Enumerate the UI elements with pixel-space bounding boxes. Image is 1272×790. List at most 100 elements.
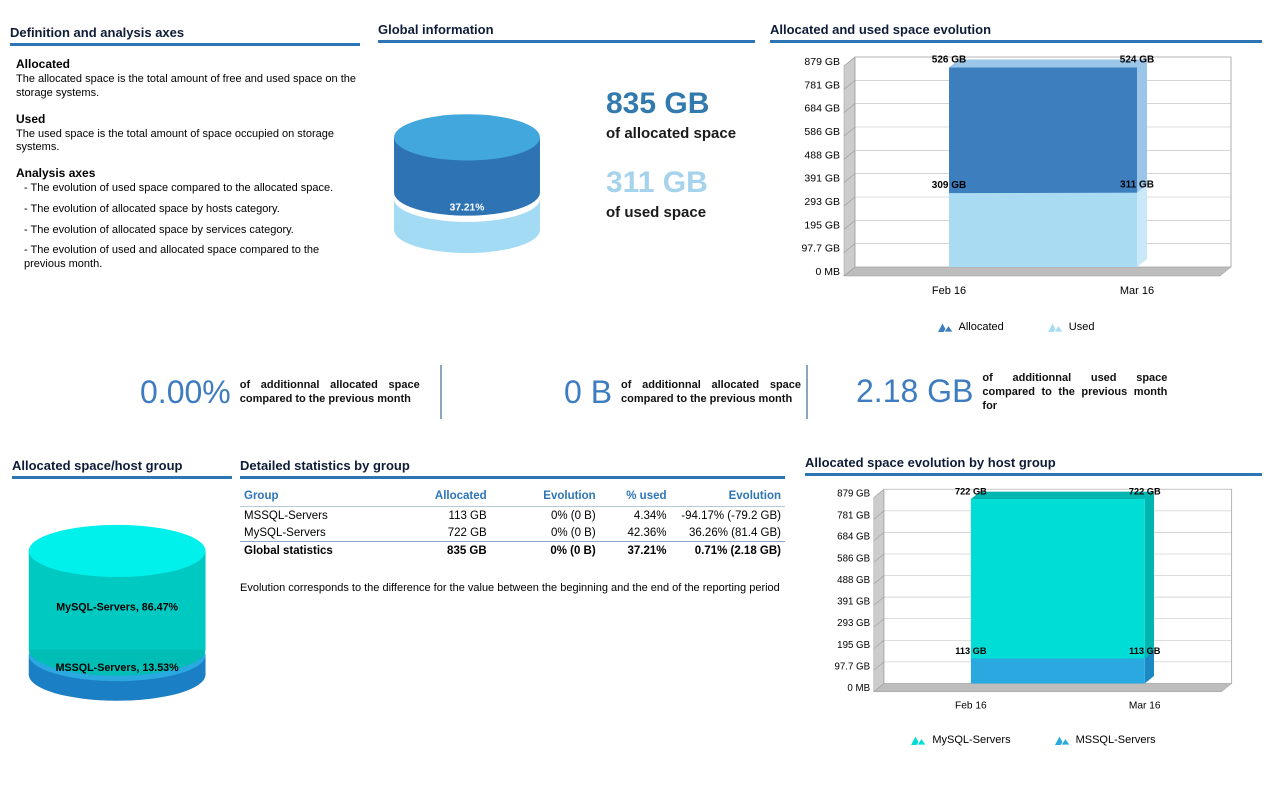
svg-text:113 GB: 113 GB [955,646,987,656]
definition-body: The used space is the total amount of sp… [16,127,334,154]
host-group-evolution-legend: MySQL-Servers MSSQL-Servers [805,734,1262,746]
allocated-space-value: 835 GB [606,87,710,120]
stat-value: 2.18 GB [856,373,974,410]
svg-text:684 GB: 684 GB [804,103,840,115]
svg-text:586 GB: 586 GB [804,126,840,138]
table-cell: 0.71% (2.18 GB) [670,541,785,559]
table-cell: 42.36% [627,526,667,539]
legend-label: MSSQL-Servers [1075,734,1156,746]
table-cell: MSSQL-Servers [244,509,328,522]
svg-text:391 GB: 391 GB [804,173,840,185]
analysis-axis-item: - The evolution of allocated space by ho… [24,202,280,215]
table-row: MySQL-Servers 722 GB 0% (0 B) 42.36% 36.26% … [240,524,785,542]
svg-text:Mar 16: Mar 16 [1129,700,1161,711]
analysis-axis-item: - The evolution of allocated space by se… [24,223,294,236]
table-cell: 0% (0 B) [490,541,600,559]
stat-value: 0.00% [140,373,231,410]
table-footnote: Evolution corresponds to the difference … [240,582,780,594]
column-header: Evolution [490,487,600,507]
legend-item: Used [1047,321,1095,333]
used-space-value: 311 GB [606,166,708,199]
evolution-chart-title: Allocated and used space evolution [770,22,1262,43]
table-cell: 113 GB [448,509,487,522]
area-series-icon [1054,736,1071,746]
monthly-stats-row: 0.00% of additionnal allocated space com… [0,362,1272,422]
definitions-section: Definition and analysis axes Allocated T… [10,25,360,279]
global-information-section: Global information 37.21% 835 GB of allo… [378,22,755,267]
area-series-icon [911,736,927,746]
definition-used: Used The used space is the total amount … [10,112,360,156]
legend-label: MySQL-Servers [932,734,1011,746]
vertical-divider [806,365,808,419]
svg-text:Mar 16: Mar 16 [1120,285,1154,297]
column-header: % used [599,487,671,507]
host-group-pie-section: Allocated space/host group MySQL-Servers… [12,458,232,716]
table-row: MSSQL-Servers 113 GB 0% (0 B) 4.34% -94.17% … [240,507,785,525]
svg-text:311 GB: 311 GB [1120,180,1154,191]
legend-label: Used [1068,321,1095,333]
definitions-title: Definition and analysis axes [10,25,360,46]
svg-text:781 GB: 781 GB [804,79,840,91]
legend-label: Allocated [958,321,1004,333]
table-cell: 37.21% [599,541,671,559]
usage-percent-label: 37.21% [450,202,485,213]
table-cell: 722 GB [447,526,487,539]
analysis-axis-item: - The evolution of used space compared t… [24,182,334,194]
table-cell: 835 GB [392,541,491,559]
stat-allocated-bytes: 0 B of additionnal allocated space compa… [564,374,806,411]
svg-text:195 GB: 195 GB [804,219,840,231]
legend-item: MySQL-Servers [911,734,1011,746]
global-usage-cylinder-chart: 37.21% [394,114,540,254]
definition-heading: Analysis axes [16,166,96,180]
global-information-title: Global information [378,22,755,43]
svg-text:97.7 GB: 97.7 GB [834,661,870,672]
svg-text:Feb 16: Feb 16 [932,285,966,297]
pie-slice-label-mysql: MySQL-Servers, 86.47% [56,601,178,613]
detailed-statistics-title: Detailed statistics by group [240,458,785,479]
svg-text:781 GB: 781 GB [837,510,870,521]
host-group-evolution-title: Allocated space evolution by host group [805,455,1262,476]
column-header: Allocated [392,487,491,507]
table-header-row: Group Allocated Evolution% used Evolution [240,487,785,507]
column-header: Group [240,487,393,507]
svg-text:879 GB: 879 GB [837,489,870,500]
svg-text:195 GB: 195 GB [837,640,870,651]
legend-item: Allocated [937,321,1004,333]
detailed-statistics-section: Detailed statistics by group Group Alloca… [240,458,785,595]
stat-used-bytes: 2.18 GB of additionnal used space compar… [856,371,1186,414]
svg-text:293 GB: 293 GB [804,196,840,208]
stats-table: Group Allocated Evolution% used Evolution M… [240,487,785,559]
used-space-label: of used space [606,204,707,221]
vertical-divider [440,365,442,419]
pie-slice-label-mssql: MSSQL-Servers, 13.53% [56,662,179,674]
svg-text:488 GB: 488 GB [804,149,840,161]
svg-text:391 GB: 391 GB [837,596,870,607]
svg-text:0 MB: 0 MB [847,683,870,694]
area-series-icon [937,323,954,333]
table-total-row: Global statistics 835 GB 0% (0 B) 37.21% 0.7… [240,541,785,559]
svg-text:524 GB: 524 GB [1120,55,1154,66]
svg-text:Feb 16: Feb 16 [955,700,987,711]
host-group-evolution-section: Allocated space evolution by host group … [805,455,1262,746]
host-group-pie-chart: MySQL-Servers, 86.47% MSSQL-Servers, 13.… [28,524,206,701]
table-cell: 36.26% (81.4 GB) [688,526,781,539]
svg-text:722 GB: 722 GB [1129,486,1161,496]
allocated-used-evolution-chart: 879 GB 781 GB 684 GB 586 GB 488 GB 391 GB 293 … [801,55,1232,297]
svg-text:0 MB: 0 MB [815,266,840,278]
svg-text:293 GB: 293 GB [837,618,870,629]
svg-text:113 GB: 113 GB [1129,646,1161,656]
table-cell: Global statistics [240,541,393,559]
analysis-axis-item: - The evolution of used and allocated sp… [24,244,320,270]
evolution-chart-legend: Allocated Used [770,321,1262,333]
stat-description: of additionnal used space compared to th… [982,371,1168,413]
table-cell: 0% (0 B) [550,526,596,539]
definition-body: The allocated space is the total amount … [16,73,357,99]
area-series-icon [1047,323,1064,333]
definition-heading: Used [16,111,46,126]
allocated-space-label: of allocated space [606,125,737,142]
definition-allocated: Allocated The allocated space is the tot… [10,57,360,101]
svg-text:309 GB: 309 GB [932,180,966,191]
host-group-pie-title: Allocated space/host group [12,458,232,479]
svg-text:684 GB: 684 GB [837,532,870,543]
svg-text:879 GB: 879 GB [804,56,840,68]
